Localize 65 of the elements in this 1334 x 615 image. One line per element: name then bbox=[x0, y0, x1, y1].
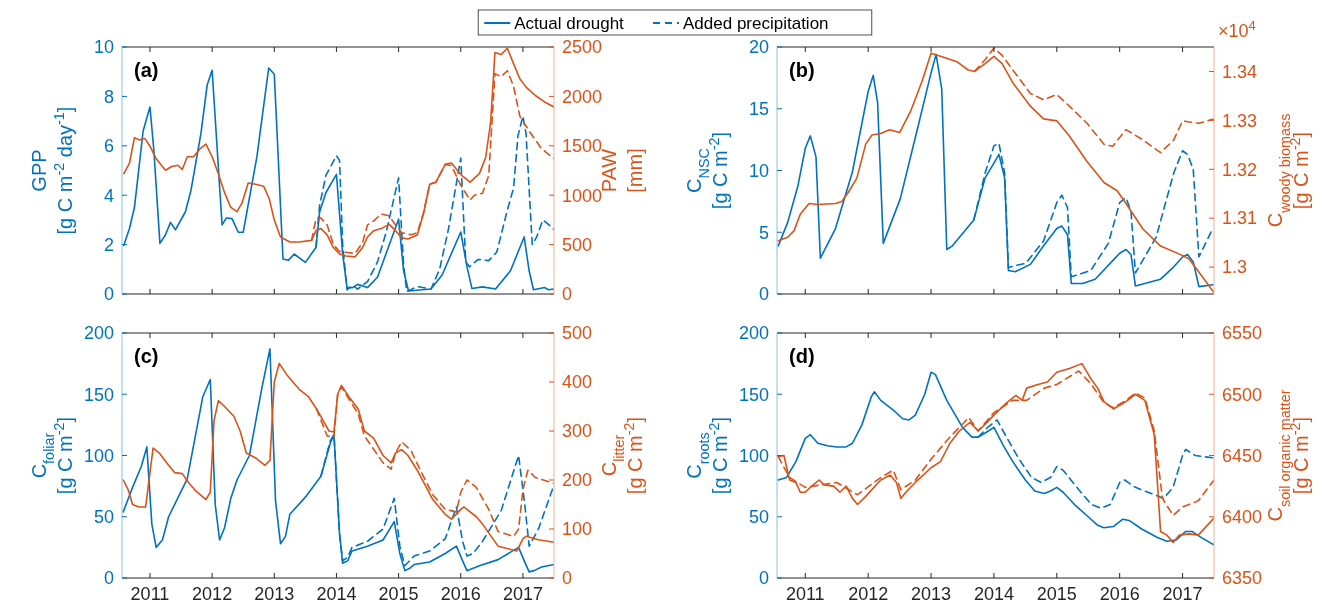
y2-tick-label: 2000 bbox=[562, 86, 603, 107]
legend-label: Actual drought bbox=[514, 13, 625, 33]
y-tick-label: 150 bbox=[83, 384, 114, 405]
annotation: (d) bbox=[789, 345, 815, 367]
annotation: (a) bbox=[134, 59, 159, 81]
y2-tick-label: 300 bbox=[562, 421, 593, 442]
x-tick-label: 2014 bbox=[316, 584, 357, 604]
y2-tick-label: 200 bbox=[562, 470, 593, 491]
line-series bbox=[122, 348, 554, 573]
y-tick-label: 0 bbox=[758, 284, 769, 305]
y2-tick-label: 6450 bbox=[1222, 445, 1263, 466]
y-tick-label: 20 bbox=[748, 37, 769, 58]
y-tick-label: 150 bbox=[738, 384, 769, 405]
y2-tick-label: 1.31 bbox=[1222, 208, 1258, 229]
line-series bbox=[123, 47, 554, 258]
y2-tick-label: 2500 bbox=[562, 37, 603, 58]
y2-tick-label: 100 bbox=[562, 519, 593, 540]
legend-label: Added precipitation bbox=[683, 13, 829, 33]
x-tick-label: 2017 bbox=[502, 584, 543, 604]
y-tick-label: 100 bbox=[738, 445, 769, 466]
y2-tick-label: 400 bbox=[562, 372, 593, 393]
y2-tick-label: 1.32 bbox=[1222, 159, 1258, 180]
y-tick-label: 200 bbox=[738, 323, 769, 344]
x-tick-label: 2013 bbox=[254, 584, 295, 604]
y-tick-label: 0 bbox=[758, 568, 769, 589]
x-tick-label: 2012 bbox=[192, 584, 233, 604]
y-tick-label: 0 bbox=[103, 284, 114, 305]
y-tick-label: 5 bbox=[758, 222, 769, 243]
y2-tick-label: 0 bbox=[562, 284, 573, 305]
y-tick-label: 50 bbox=[93, 507, 114, 528]
x-tick-label: 2015 bbox=[1036, 584, 1077, 604]
text: ×10$^{4}$ bbox=[1218, 17, 1256, 41]
y-tick-label: 200 bbox=[83, 323, 114, 344]
y2-tick-label: 6400 bbox=[1222, 507, 1263, 528]
y2-tick-label: 6500 bbox=[1222, 384, 1263, 405]
x-tick-label: 2011 bbox=[130, 584, 170, 604]
x-tick-label: 2016 bbox=[1099, 584, 1140, 604]
y-tick-label: 0 bbox=[103, 568, 114, 589]
annotation: (b) bbox=[789, 59, 815, 81]
y2-tick-label: 0 bbox=[562, 568, 573, 589]
annotation: (c) bbox=[134, 345, 159, 367]
y2-tick-label: 6350 bbox=[1222, 568, 1263, 589]
y-tick-label: 10 bbox=[93, 37, 114, 58]
x-tick-label: 2017 bbox=[1162, 584, 1203, 604]
y2-tick-label: 500 bbox=[562, 323, 593, 344]
y-tick-label: 8 bbox=[103, 86, 114, 107]
y2-tick-label: 1500 bbox=[562, 136, 603, 157]
y-tick-label: 15 bbox=[748, 99, 769, 120]
y-tick-label: 4 bbox=[103, 185, 114, 206]
y-tick-label: 10 bbox=[748, 160, 769, 181]
y2-tick-label: 1.3 bbox=[1222, 257, 1248, 278]
y2-tick-label: 1.34 bbox=[1222, 61, 1258, 82]
y-tick-label: 50 bbox=[748, 507, 769, 528]
y-tick-label: 2 bbox=[103, 234, 114, 255]
y2-tick-label: 500 bbox=[562, 234, 593, 255]
x-tick-label: 2012 bbox=[848, 584, 889, 604]
y2-tick-label: 1.33 bbox=[1222, 110, 1258, 131]
y-tick-label: 6 bbox=[103, 136, 114, 157]
x-tick-label: 2011 bbox=[785, 584, 825, 604]
x-tick-label: 2014 bbox=[973, 584, 1014, 604]
y-tick-label: 100 bbox=[83, 445, 114, 466]
x-tick-label: 2013 bbox=[911, 584, 952, 604]
x-tick-label: 2016 bbox=[440, 584, 481, 604]
y2-tick-label: 6550 bbox=[1222, 323, 1263, 344]
x-tick-label: 2015 bbox=[378, 584, 419, 604]
